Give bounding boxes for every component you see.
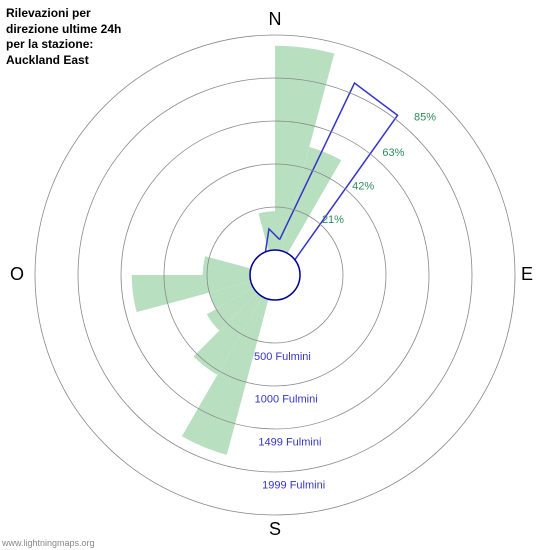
svg-text:500 Fulmini: 500 Fulmini [254,351,311,363]
svg-text:1499 Fulmini: 1499 Fulmini [258,437,321,449]
radial-labels: 500 Fulmini 1000 Fulmini 1499 Fulmini 1999 … [254,351,325,492]
svg-text:1000 Fulmini: 1000 Fulmini [255,394,318,406]
svg-text:85%: 85% [414,112,436,124]
svg-text:S: S [269,519,281,539]
chart-container: Rilevazioni per direzione ultime 24h per… [0,0,550,550]
polar-chart: 21% 42% 63% 85% 500 Fulmini 1000 Fulmini 1499… [0,0,550,550]
svg-text:63%: 63% [382,147,404,159]
svg-text:42%: 42% [352,180,374,192]
svg-text:O: O [10,264,24,284]
svg-text:21%: 21% [322,214,344,226]
svg-text:1999 Fulmini: 1999 Fulmini [262,479,325,491]
ring-labels: 21% 42% 63% 85% [322,112,436,226]
attribution: www.lightningmaps.org [2,538,95,548]
center-circle [250,250,300,300]
svg-text:N: N [269,9,282,29]
svg-text:E: E [521,264,533,284]
